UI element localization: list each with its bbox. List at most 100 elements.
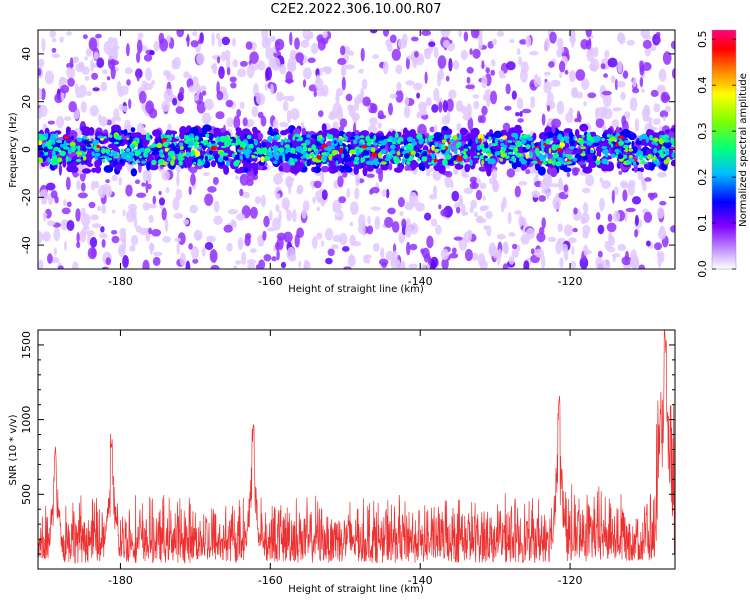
heatmap-cell [607,57,618,68]
heatmap-cell [490,90,498,105]
heatmap-cell [151,79,155,86]
heatmap-cell [111,47,119,60]
heatmap-cell [615,126,620,136]
heatmap-cell [458,198,464,208]
heatmap-cell [238,166,244,174]
heatmap-cell [321,240,325,248]
heatmap-cell [373,134,377,141]
heatmap-cell [365,135,371,142]
heatmap-cell [518,56,523,66]
heatmap-cell [342,157,352,163]
heatmap-cell [341,159,345,165]
heatmap-cell [354,129,360,135]
heatmap-cell [631,196,642,205]
heatmap-cell [261,141,267,148]
heatmap-cell [65,126,70,136]
heatmap-cell [364,158,370,162]
heatmap-cell [525,35,532,48]
heatmap-cell [562,149,573,155]
heatmap-cell [130,168,138,177]
heatmap-cell [481,75,488,89]
heatmap-cell [431,159,435,165]
heatmap-cell [548,61,555,68]
heatmap-cell [43,146,48,153]
heatmap-cell [387,152,392,157]
heatmap-cell [641,88,645,93]
heatmap-cell [56,147,61,152]
heatmap-cell [127,151,135,157]
heatmap-cell [161,100,171,112]
heatmap-cell [275,241,280,251]
heatmap-cell [595,212,601,220]
heatmap-cell [628,158,635,163]
heatmap-cell [525,169,531,175]
heatmap-cell [219,72,224,79]
heatmap-cell [371,147,376,153]
heatmap-cell [85,225,90,231]
heatmap-cell [655,160,661,166]
heatmap-cell [76,241,81,249]
heatmap-cell [249,248,257,254]
heatmap-cell [610,134,613,138]
heatmap-cell [337,57,347,66]
heatmap-cell [86,230,95,237]
colorbar-tick-label: 0.1 [696,214,709,232]
heatmap-cell [49,134,57,141]
heatmap-cell [272,217,281,231]
heatmap-cell [217,157,224,163]
heatmap-cell [563,167,572,173]
heatmap-cell [470,199,478,209]
heatmap-cell [507,151,514,155]
heatmap-cell [230,219,235,227]
heatmap-cell [74,83,79,95]
heatmap-cell [541,217,546,230]
heatmap-cell [321,123,327,132]
heatmap-cell [38,157,43,164]
heatmap-cell [632,77,637,88]
heatmap-cell [551,144,557,151]
heatmap-cell [446,110,451,124]
heatmap-cell [166,157,171,162]
heatmap-cell [533,73,539,88]
heatmap-cell [53,227,61,242]
heatmap-cell [285,156,289,162]
snr-x-tick-label: -140 [408,574,433,587]
heatmap-cell [511,145,516,149]
heatmap-cell [205,133,210,138]
heatmap-cell [118,244,126,257]
heatmap-cell [324,228,334,241]
heatmap-cell [590,58,600,72]
heatmap-cell [292,209,297,223]
heatmap-cell [155,129,161,140]
colorbar-label: Normalized spectral amplitude [738,73,749,227]
heatmap-cell [139,155,142,159]
heatmap-cell [552,196,561,210]
heatmap-cell [366,141,372,146]
heatmap-cell [427,135,433,142]
heatmap-cell [490,59,496,67]
heatmap-cell [223,224,233,233]
heatmap-cell [136,137,140,144]
heatmap-cell [448,143,452,150]
heatmap-cell [456,122,462,132]
heatmap-cell [635,140,642,145]
heatmap-cell [260,194,266,208]
heatmap-cell [143,151,147,158]
heatmap-cell [661,146,666,150]
heatmap-cell [380,149,387,154]
heatmap-cell [145,67,152,81]
heatmap-cell [320,165,330,173]
heatmap-cell [251,154,255,159]
heatmap-cell [144,148,151,153]
heatmap-cell [243,167,249,173]
heatmap-cell [523,260,530,269]
heatmap-cell [284,137,288,143]
heatmap-cell [534,142,539,147]
heatmap-cell [531,160,538,164]
heatmap-cell [243,161,250,170]
heatmap-cell [111,117,116,125]
heatmap-cell [76,180,81,191]
heatmap-cell [421,30,432,36]
heatmap-cell [57,157,63,163]
heatmap-cell [193,161,197,165]
